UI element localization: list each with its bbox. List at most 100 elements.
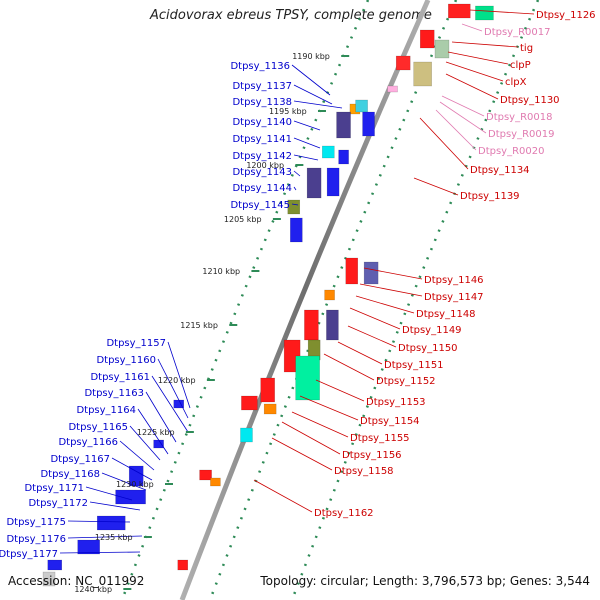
leader-line: [293, 186, 297, 191]
gene-label-left: Dtpsy_1138: [232, 97, 292, 108]
kbp-label: 1200 kbp: [246, 161, 284, 170]
leader-line: [293, 84, 333, 105]
leader-line: [451, 41, 519, 48]
genome-summary-text: Topology: circular; Length: 3,796,573 bp…: [260, 574, 590, 588]
gene-label-right: Dtpsy_1148: [416, 309, 476, 320]
leader-line: [293, 100, 343, 109]
leader-line: [293, 170, 301, 177]
leader-line: [101, 472, 147, 491]
gene-block: [96, 515, 126, 531]
gene-block: [47, 559, 63, 571]
leader-line: [167, 341, 191, 409]
gene-label-right: tig: [520, 43, 533, 54]
leader-line: [461, 23, 483, 32]
leader-line: [293, 137, 321, 149]
gene-label-left: Dtpsy_1157: [106, 338, 166, 349]
gene-block: [287, 199, 301, 215]
rna-label-right: Dtpsy_R0020: [478, 146, 545, 157]
leader-line: [253, 479, 313, 513]
gene-label-left: Dtpsy_1137: [232, 81, 292, 92]
leader-line: [291, 411, 349, 438]
leader-line: [293, 154, 319, 161]
gene-block: [355, 99, 368, 113]
gene-block: [153, 439, 164, 449]
accession-text: Accession: NC_011992: [8, 574, 145, 588]
gene-block: [434, 39, 450, 59]
leader-line: [111, 457, 153, 481]
gene-label-left: Dtpsy_1177: [0, 549, 58, 560]
gene-label-right: Dtpsy_1151: [384, 360, 444, 371]
rna-label-right: Dtpsy_R0019: [488, 129, 555, 140]
gene-label-right: Dtpsy_1156: [342, 450, 402, 461]
kbp-label: 1230 kbp: [116, 480, 154, 489]
gene-label-left: Dtpsy_1145: [230, 200, 290, 211]
kbp-label: 1195 kbp: [269, 107, 307, 116]
gene-block: [326, 167, 340, 197]
kbp-labels: 1190 kbp 1195 kbp 1200 kbp 1205 kbp 1210 kbp…: [74, 52, 350, 594]
gene-label-left: Dtpsy_1166: [58, 437, 118, 448]
leader-line: [67, 520, 131, 523]
leader-line: [67, 535, 143, 539]
leader-line: [89, 501, 141, 511]
leader-line: [347, 325, 397, 348]
gene-block: [77, 539, 100, 555]
kbp-label: 1190 kbp: [292, 52, 330, 61]
kbp-label: 1240 kbp: [74, 585, 112, 594]
gene-label-left: Dtpsy_1171: [24, 483, 84, 494]
gene-label-right: Dtpsy_1155: [350, 433, 410, 444]
gene-label-right: Dtpsy_1139: [460, 191, 520, 202]
gene-label-right: Dtpsy_1158: [334, 466, 394, 477]
kbp-label: 1220 kbp: [158, 376, 196, 385]
tick-track: [120, 0, 370, 600]
gene-label-left: Dtpsy_1140: [232, 117, 292, 128]
gene-label-left: Dtpsy_1144: [232, 183, 292, 194]
leader-line: [363, 267, 423, 280]
leader-line: [151, 375, 189, 433]
gene-label-right: Dtpsy_1152: [376, 376, 436, 387]
gene-block: [324, 289, 335, 301]
gene-label-left: Dtpsy_1172: [28, 498, 88, 509]
leader-line: [435, 109, 477, 151]
leader-line: [349, 307, 401, 330]
gene-block: [362, 111, 375, 137]
gene-label-right: Dtpsy_1149: [402, 325, 462, 336]
gene-features: [42, 3, 494, 587]
gene-label-right: Dtpsy_1130: [500, 95, 560, 106]
leader-line: [359, 283, 423, 297]
gene-label-left: Dtpsy_1163: [84, 388, 144, 399]
gene-block: [322, 145, 335, 159]
gene-label-left: Dtpsy_1175: [6, 517, 66, 528]
genome-backbone: [179, 0, 431, 600]
rna-label-right: Dtpsy_R0017: [484, 27, 551, 38]
leader-line: [337, 341, 383, 365]
gene-block: [363, 261, 379, 285]
leader-line: [441, 95, 485, 117]
leader-line: [413, 177, 459, 196]
gene-block: [419, 29, 435, 49]
leader-line: [59, 551, 141, 554]
leader-line: [145, 391, 177, 443]
leader-line: [281, 421, 341, 455]
gene-block: [336, 111, 351, 139]
leader-line: [355, 295, 415, 314]
leader-line: [119, 440, 155, 471]
leader-line: [291, 64, 331, 96]
kbp-label: 1210 kbp: [202, 267, 240, 276]
gene-block: [210, 477, 221, 487]
gene-label-left: Dtpsy_1160: [96, 355, 156, 366]
gene-label-right: Dtpsy_1150: [398, 343, 458, 354]
gene-block: [295, 355, 320, 401]
gene-label-right: Dtpsy_1126: [536, 10, 596, 21]
kbp-label: 1215 kbp: [180, 321, 218, 330]
gene-block: [326, 309, 339, 341]
leader-line: [439, 101, 487, 134]
gene-label-right: Dtpsy_1134: [470, 165, 530, 176]
gene-label-left: Dtpsy_1141: [232, 134, 292, 145]
gene-block: [199, 469, 212, 481]
leader-line: [293, 120, 321, 131]
gene-labels: Dtpsy_1136 Dtpsy_1137 Dtpsy_1138 Dtpsy_1140…: [0, 10, 596, 560]
leader-line: [315, 379, 365, 402]
leader-line: [137, 408, 169, 455]
outer-dotted-track: [290, 0, 540, 600]
leader-line: [291, 203, 299, 206]
